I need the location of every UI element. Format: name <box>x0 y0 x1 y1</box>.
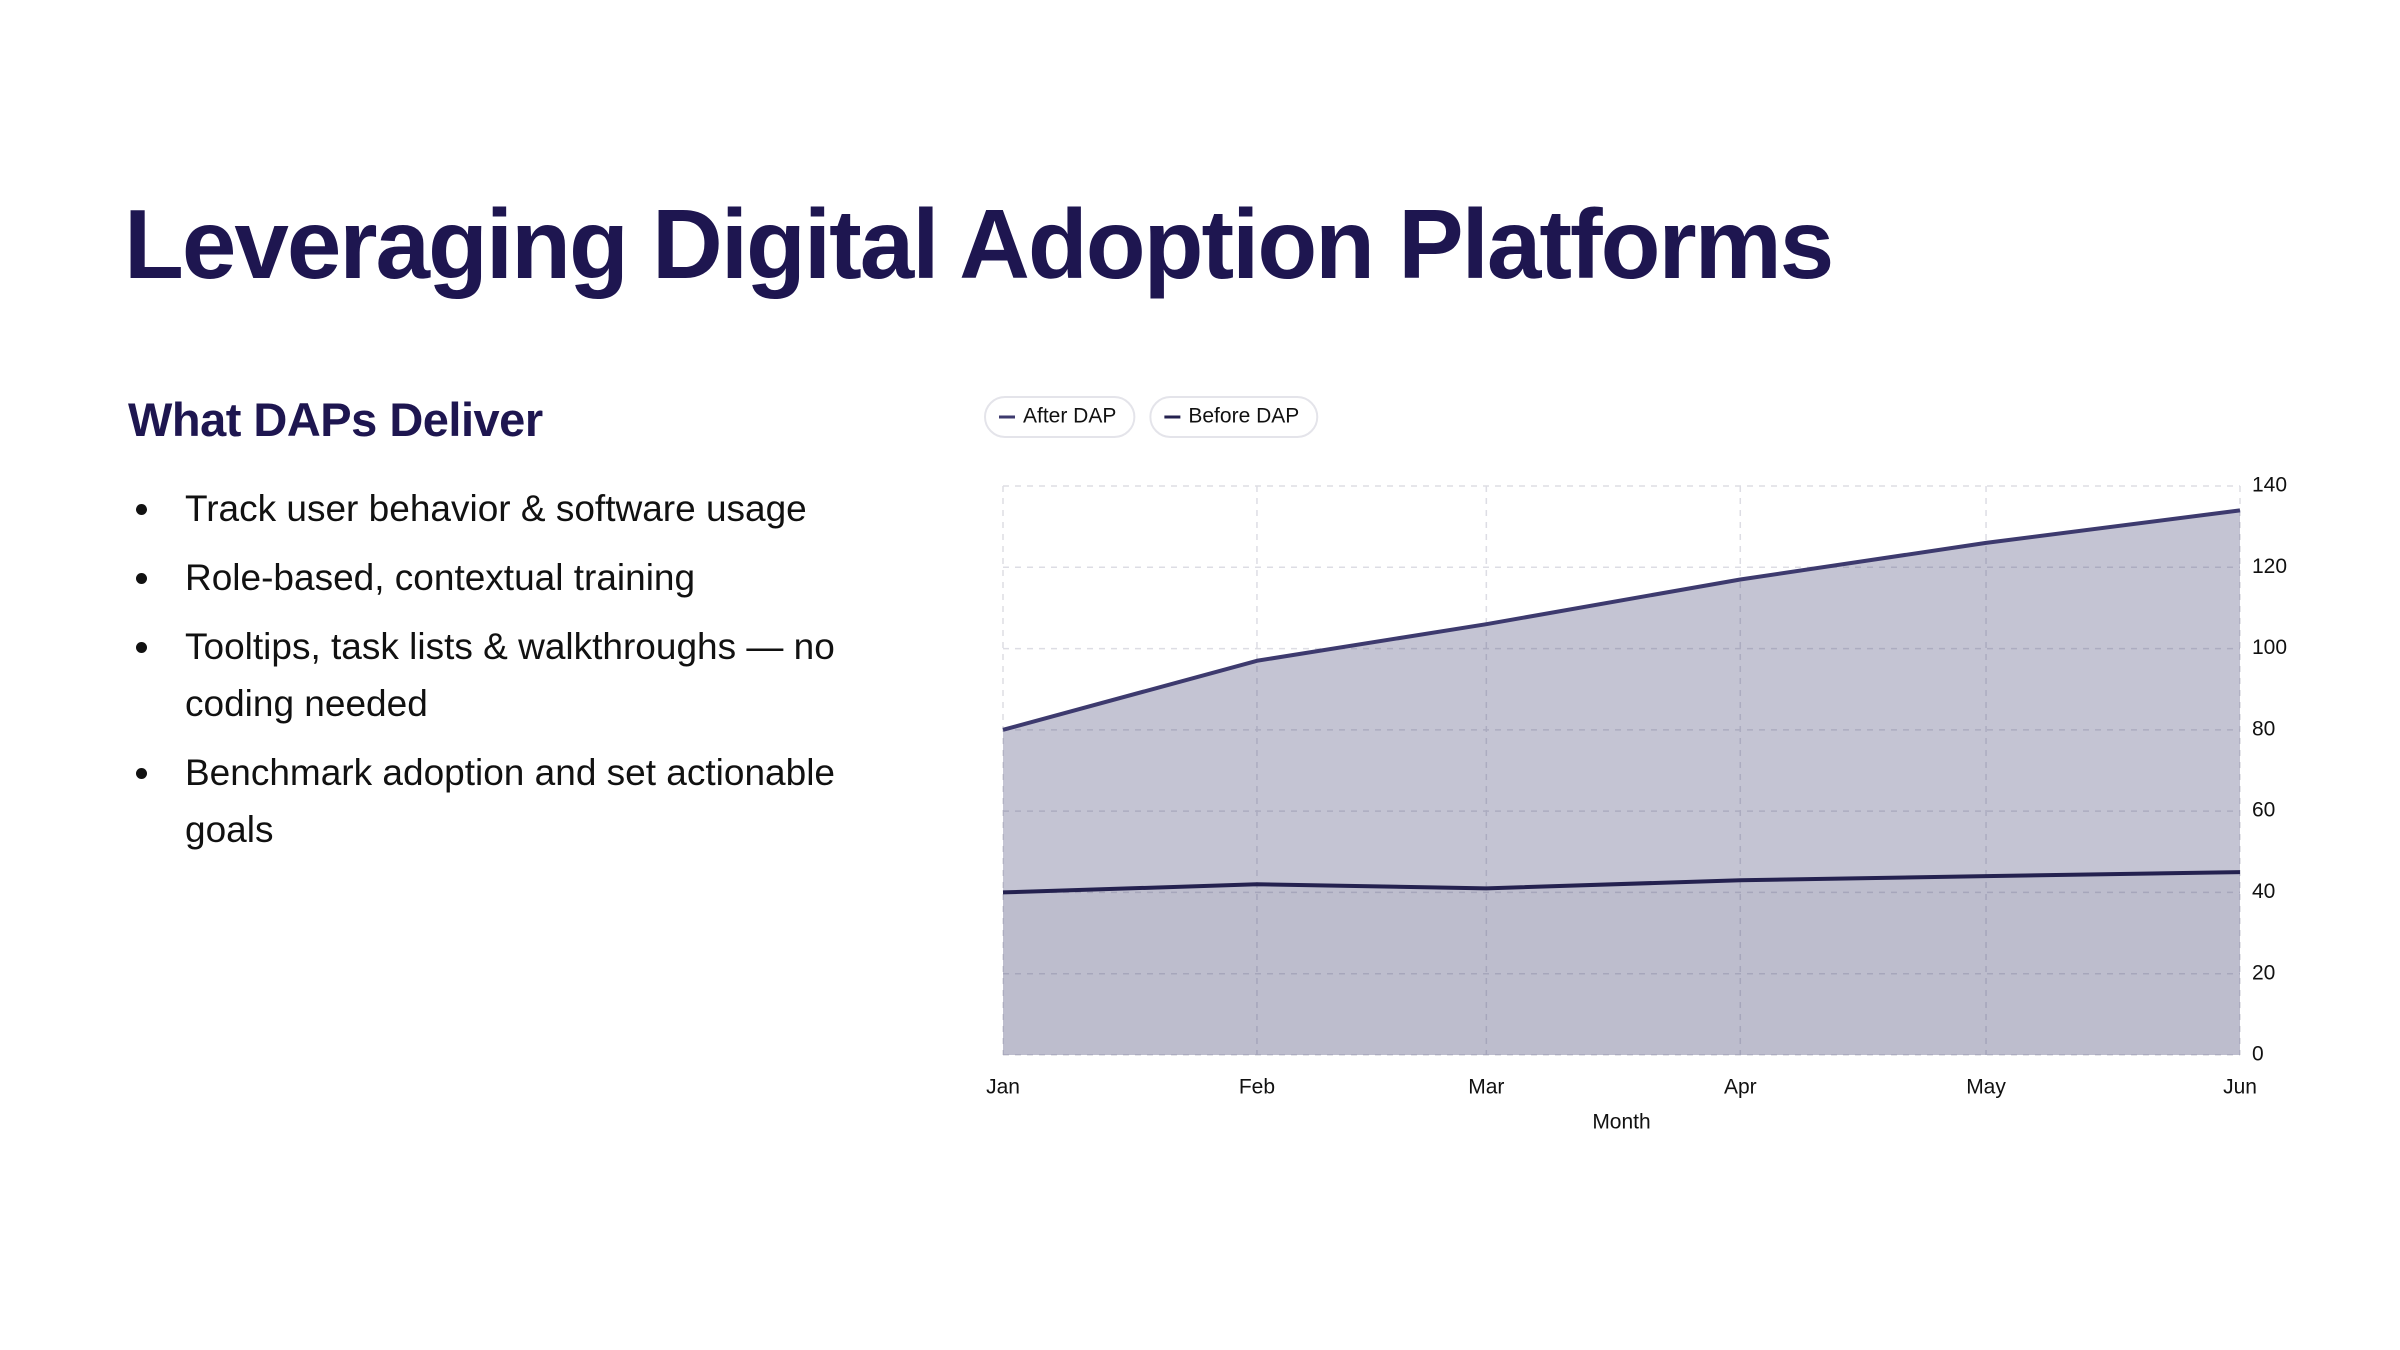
x-tick-label: Jan <box>986 1076 1020 1099</box>
x-tick-label: Jun <box>2223 1076 2257 1099</box>
legend-item: After DAP <box>984 396 1136 438</box>
legend-label: Before DAP <box>1188 405 1299 428</box>
area <box>1003 872 2240 1055</box>
y-tick-label: 140 <box>2252 474 2287 497</box>
x-axis-label: Month <box>1592 1111 1650 1134</box>
bullet-item: Track user behavior & software usage <box>128 480 888 537</box>
line <box>1002 508 2241 732</box>
area <box>1003 510 2240 1055</box>
bullet-list: Track user behavior & software usage Role… <box>128 480 888 870</box>
section-heading: What DAPs Deliver <box>128 393 543 446</box>
x-tick-label: Mar <box>1468 1076 1504 1099</box>
bullet-item: Benchmark adoption and set actionable go… <box>128 744 888 858</box>
slide-title: Leveraging Digital Adoption Platforms <box>124 189 1834 299</box>
y-tick-label: 120 <box>2252 555 2287 578</box>
y-tick-label: 100 <box>2252 636 2287 659</box>
bullet-item: Tooltips, task lists & walkthroughs — no… <box>128 618 888 732</box>
y-tick-label: 60 <box>2252 799 2275 822</box>
y-tick-label: 0 <box>2252 1043 2264 1066</box>
x-tick-label: Apr <box>1724 1076 1757 1099</box>
legend-pill <box>984 396 1136 438</box>
line <box>1002 870 2241 895</box>
x-tick-label: Feb <box>1239 1076 1275 1099</box>
y-tick-label: 40 <box>2252 880 2275 903</box>
bullet-item: Role-based, contextual training <box>128 549 888 606</box>
x-tick-label: May <box>1966 1076 2006 1099</box>
legend-label: After DAP <box>1023 405 1116 428</box>
y-tick-label: 80 <box>2252 717 2275 740</box>
legend-item: Before DAP <box>1149 396 1319 438</box>
legend-pill <box>1149 396 1319 438</box>
y-tick-label: 20 <box>2252 961 2275 984</box>
